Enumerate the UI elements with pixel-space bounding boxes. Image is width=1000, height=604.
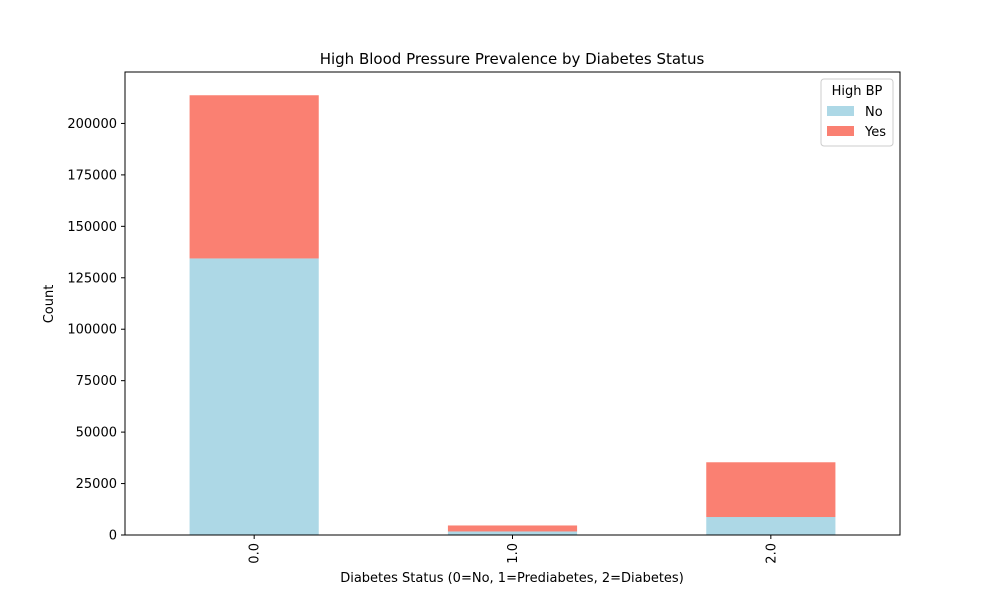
bar-no-2.0 <box>706 517 836 535</box>
bars-group <box>189 95 836 535</box>
x-tick-label: 1.0 <box>506 543 521 564</box>
y-tick-label: 200000 <box>67 117 117 132</box>
legend-title: High BP <box>832 84 883 99</box>
x-axis-label: Diabetes Status (0=No, 1=Prediabetes, 2=… <box>340 571 684 586</box>
y-tick-label: 50000 <box>76 426 117 441</box>
bar-yes-2.0 <box>706 462 836 518</box>
legend-label-no: No <box>865 105 883 120</box>
x-tick-label: 2.0 <box>764 543 779 564</box>
legend-swatch-no <box>827 106 854 116</box>
legend-swatch-yes <box>827 126 854 136</box>
bar-no-0.0 <box>189 258 319 535</box>
x-tick-label: 0.0 <box>248 543 263 564</box>
y-tick-label: 25000 <box>76 477 117 492</box>
y-tick-label: 100000 <box>67 323 117 338</box>
bar-yes-1.0 <box>447 525 578 532</box>
y-tick-label: 0 <box>109 529 117 544</box>
x-axis: 0.0 1.0 2.0 <box>248 535 779 564</box>
chart-title: High Blood Pressure Prevalence by Diabet… <box>320 50 705 68</box>
y-tick-label: 125000 <box>67 271 117 286</box>
legend: High BP No Yes <box>820 78 894 147</box>
legend-label-yes: Yes <box>864 125 886 140</box>
y-tick-label: 175000 <box>67 168 117 183</box>
y-axis: 0 25000 50000 75000 100000 125000 150000 175000… <box>67 117 125 544</box>
bar-no-1.0 <box>447 531 578 535</box>
bar-yes-0.0 <box>189 95 319 259</box>
y-tick-label: 150000 <box>67 220 117 235</box>
legend-items: No Yes <box>827 105 886 140</box>
y-tick-label: 75000 <box>76 374 117 389</box>
y-axis-label: Count <box>42 285 57 324</box>
